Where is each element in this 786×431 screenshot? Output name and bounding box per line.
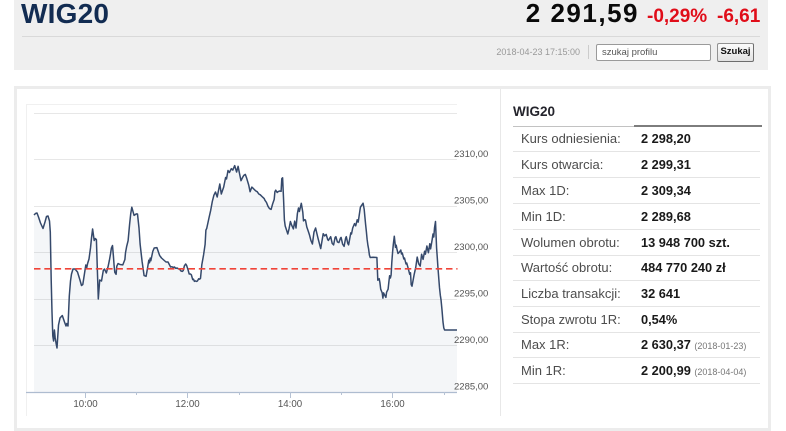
svg-text:14:00: 14:00 — [278, 399, 303, 410]
svg-text:2310,00: 2310,00 — [454, 149, 488, 160]
svg-text:2295,00: 2295,00 — [454, 289, 488, 300]
svg-text:10:00: 10:00 — [73, 399, 98, 410]
svg-text:2285,00: 2285,00 — [454, 382, 488, 393]
svg-text:2305,00: 2305,00 — [454, 196, 488, 207]
svg-text:2290,00: 2290,00 — [454, 335, 488, 346]
svg-text:2300,00: 2300,00 — [454, 242, 488, 253]
svg-text:12:00: 12:00 — [175, 399, 200, 410]
svg-text:16:00: 16:00 — [380, 399, 405, 410]
